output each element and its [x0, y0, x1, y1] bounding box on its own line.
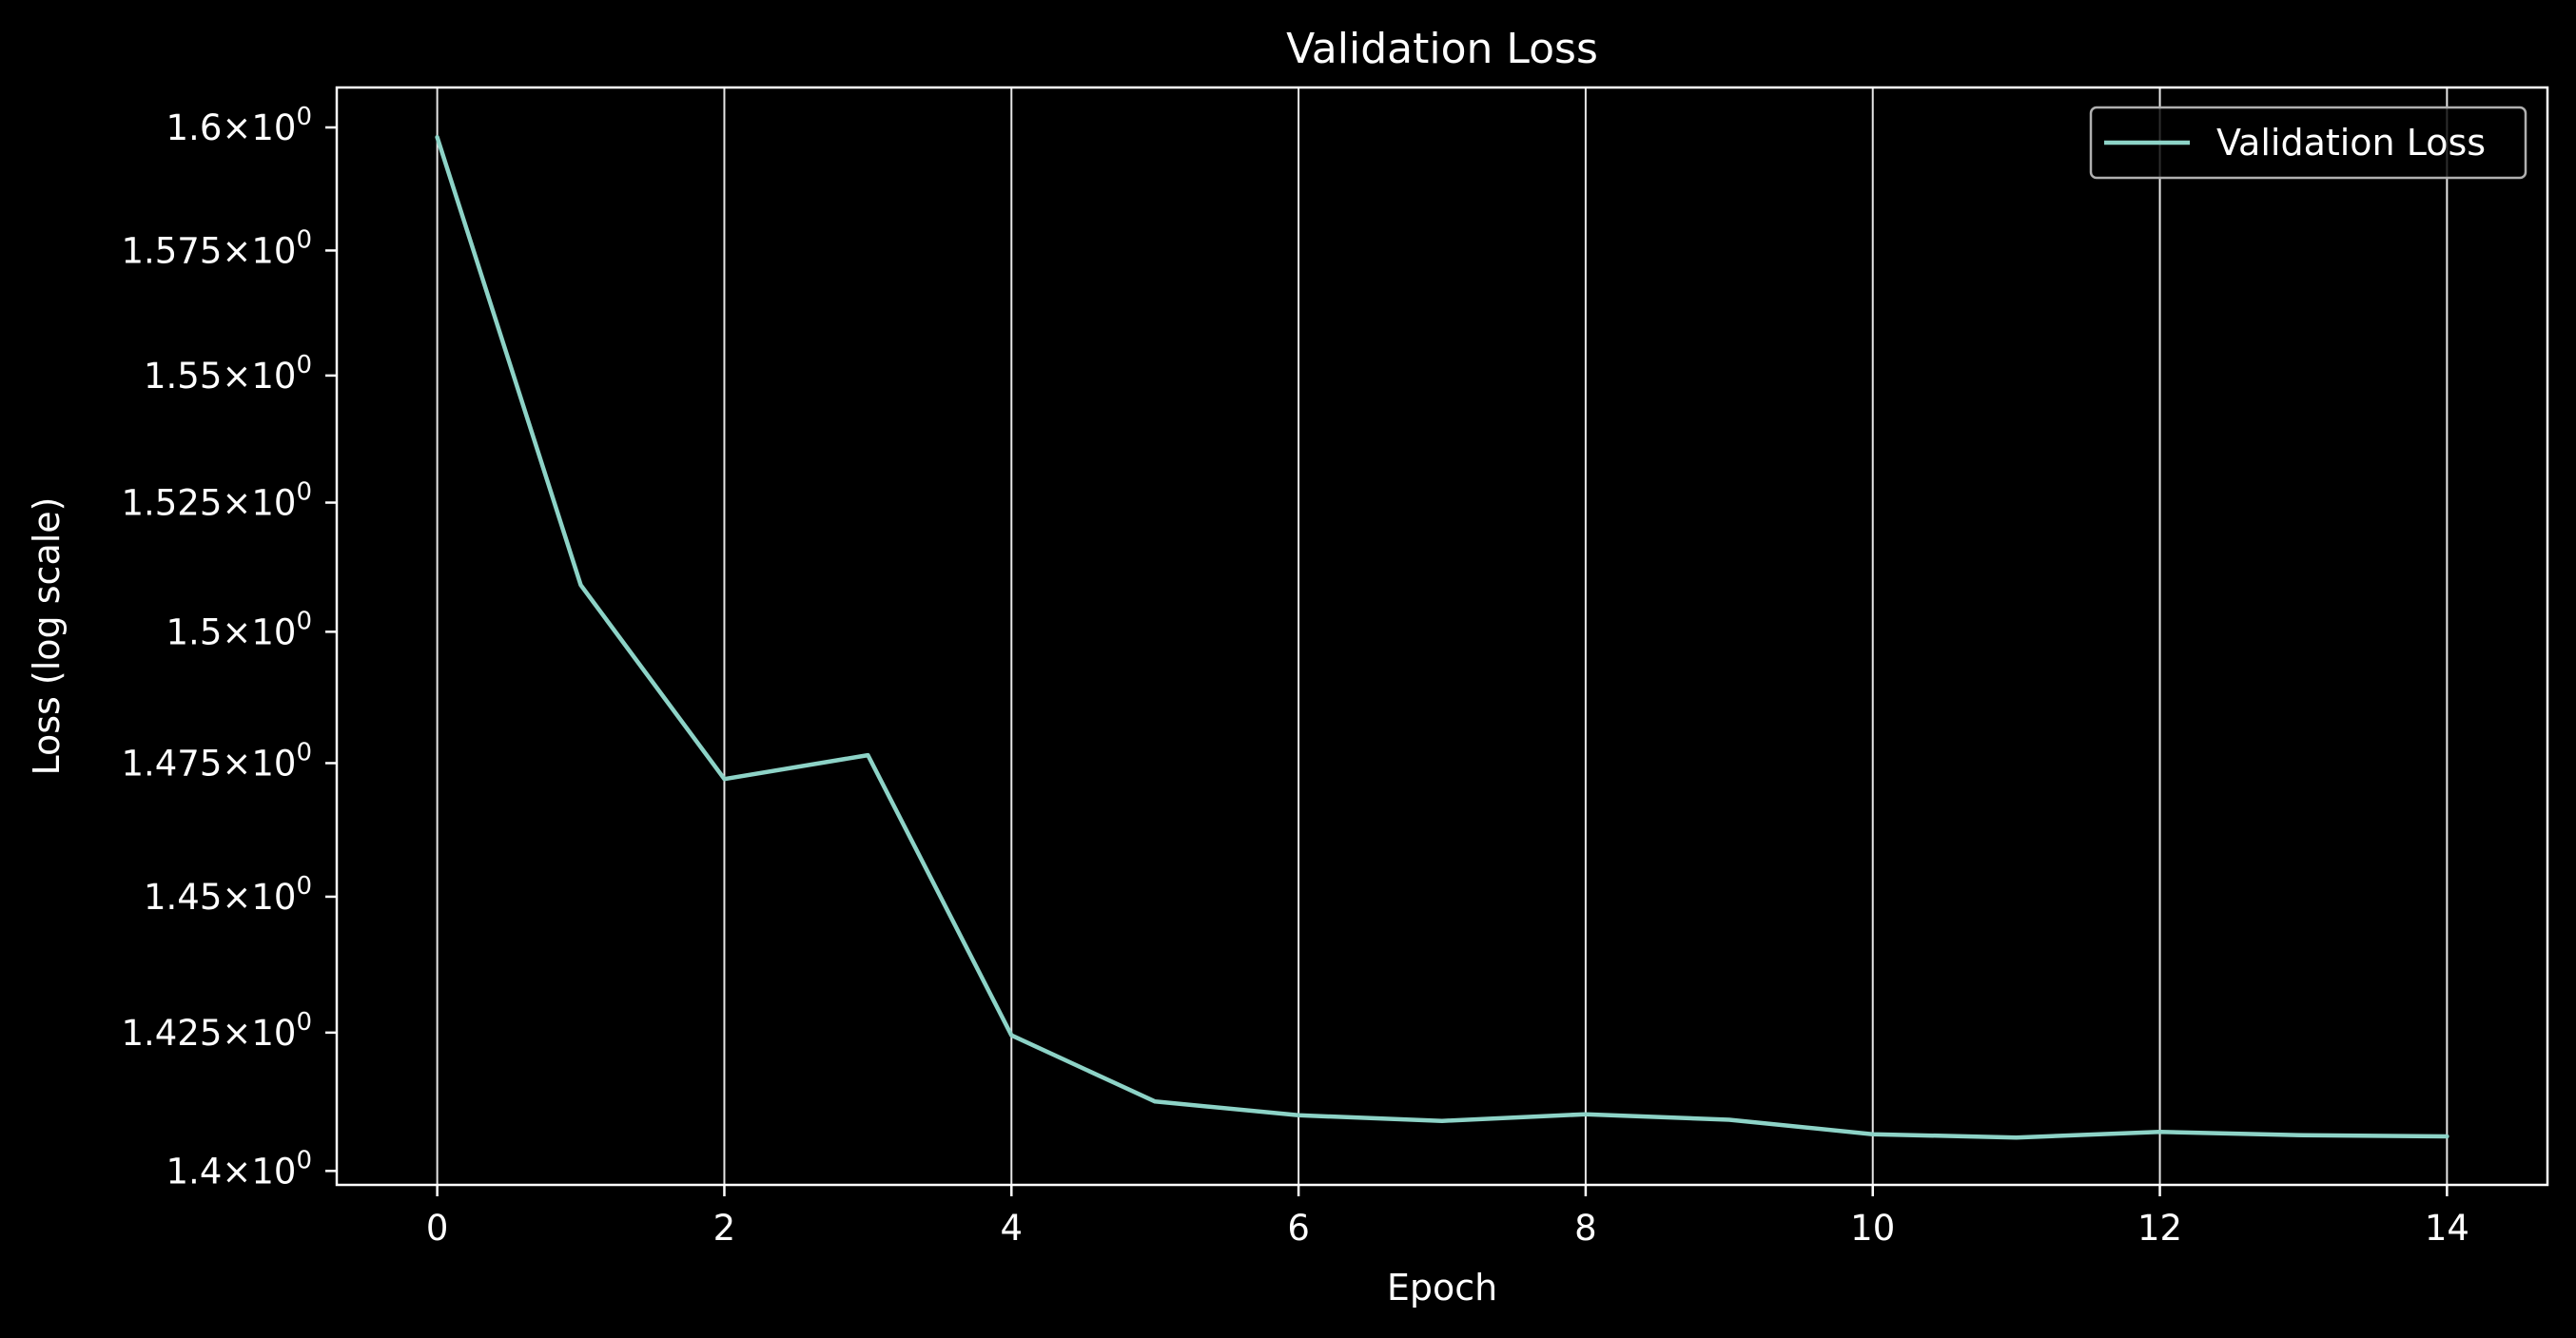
x-tick-label-0: 0	[426, 1208, 449, 1249]
x-tick-label-7: 14	[2425, 1208, 2469, 1249]
x-tick-label-1: 2	[713, 1208, 736, 1249]
y-tick-label-1: 1.425×100	[121, 1008, 312, 1054]
legend-frame	[2089, 106, 2527, 180]
x-tick-label-5: 10	[1850, 1208, 1895, 1249]
y-tick-label-7: 1.575×100	[121, 225, 312, 271]
legend-label-validation-loss: Validation Loss	[2216, 122, 2486, 164]
y-tick-label-0: 1.4×100	[166, 1146, 312, 1192]
y-tick-label-4: 1.5×100	[166, 607, 312, 652]
x-tick-label-6: 12	[2137, 1208, 2182, 1249]
y-tick-label-2: 1.45×100	[144, 872, 312, 918]
plot-frame	[335, 86, 2549, 1187]
y-axis-label: Loss (log scale)	[26, 497, 68, 776]
y-tick-label-5: 1.525×100	[121, 478, 312, 524]
y-axis: 1.4×100 1.425×100 1.45×100 1.475×100 1.5×100…	[121, 103, 337, 1192]
x-tick-label-4: 8	[1574, 1208, 1597, 1249]
x-axis: 0 2 4 6 8 10 12 14	[426, 1185, 2469, 1249]
series-layer	[435, 135, 2449, 1140]
chart-title: Validation Loss	[1286, 25, 1598, 73]
legend: Validation Loss	[2089, 106, 2527, 180]
x-tick-label-2: 4	[1000, 1208, 1023, 1249]
grid	[436, 87, 2449, 1185]
x-axis-label: Epoch	[1387, 1267, 1497, 1309]
y-tick-label-6: 1.55×100	[144, 351, 312, 397]
y-tick-label-3: 1.475×100	[121, 738, 312, 784]
x-tick-label-3: 6	[1287, 1208, 1310, 1249]
y-tick-label-8: 1.6×100	[166, 103, 312, 148]
